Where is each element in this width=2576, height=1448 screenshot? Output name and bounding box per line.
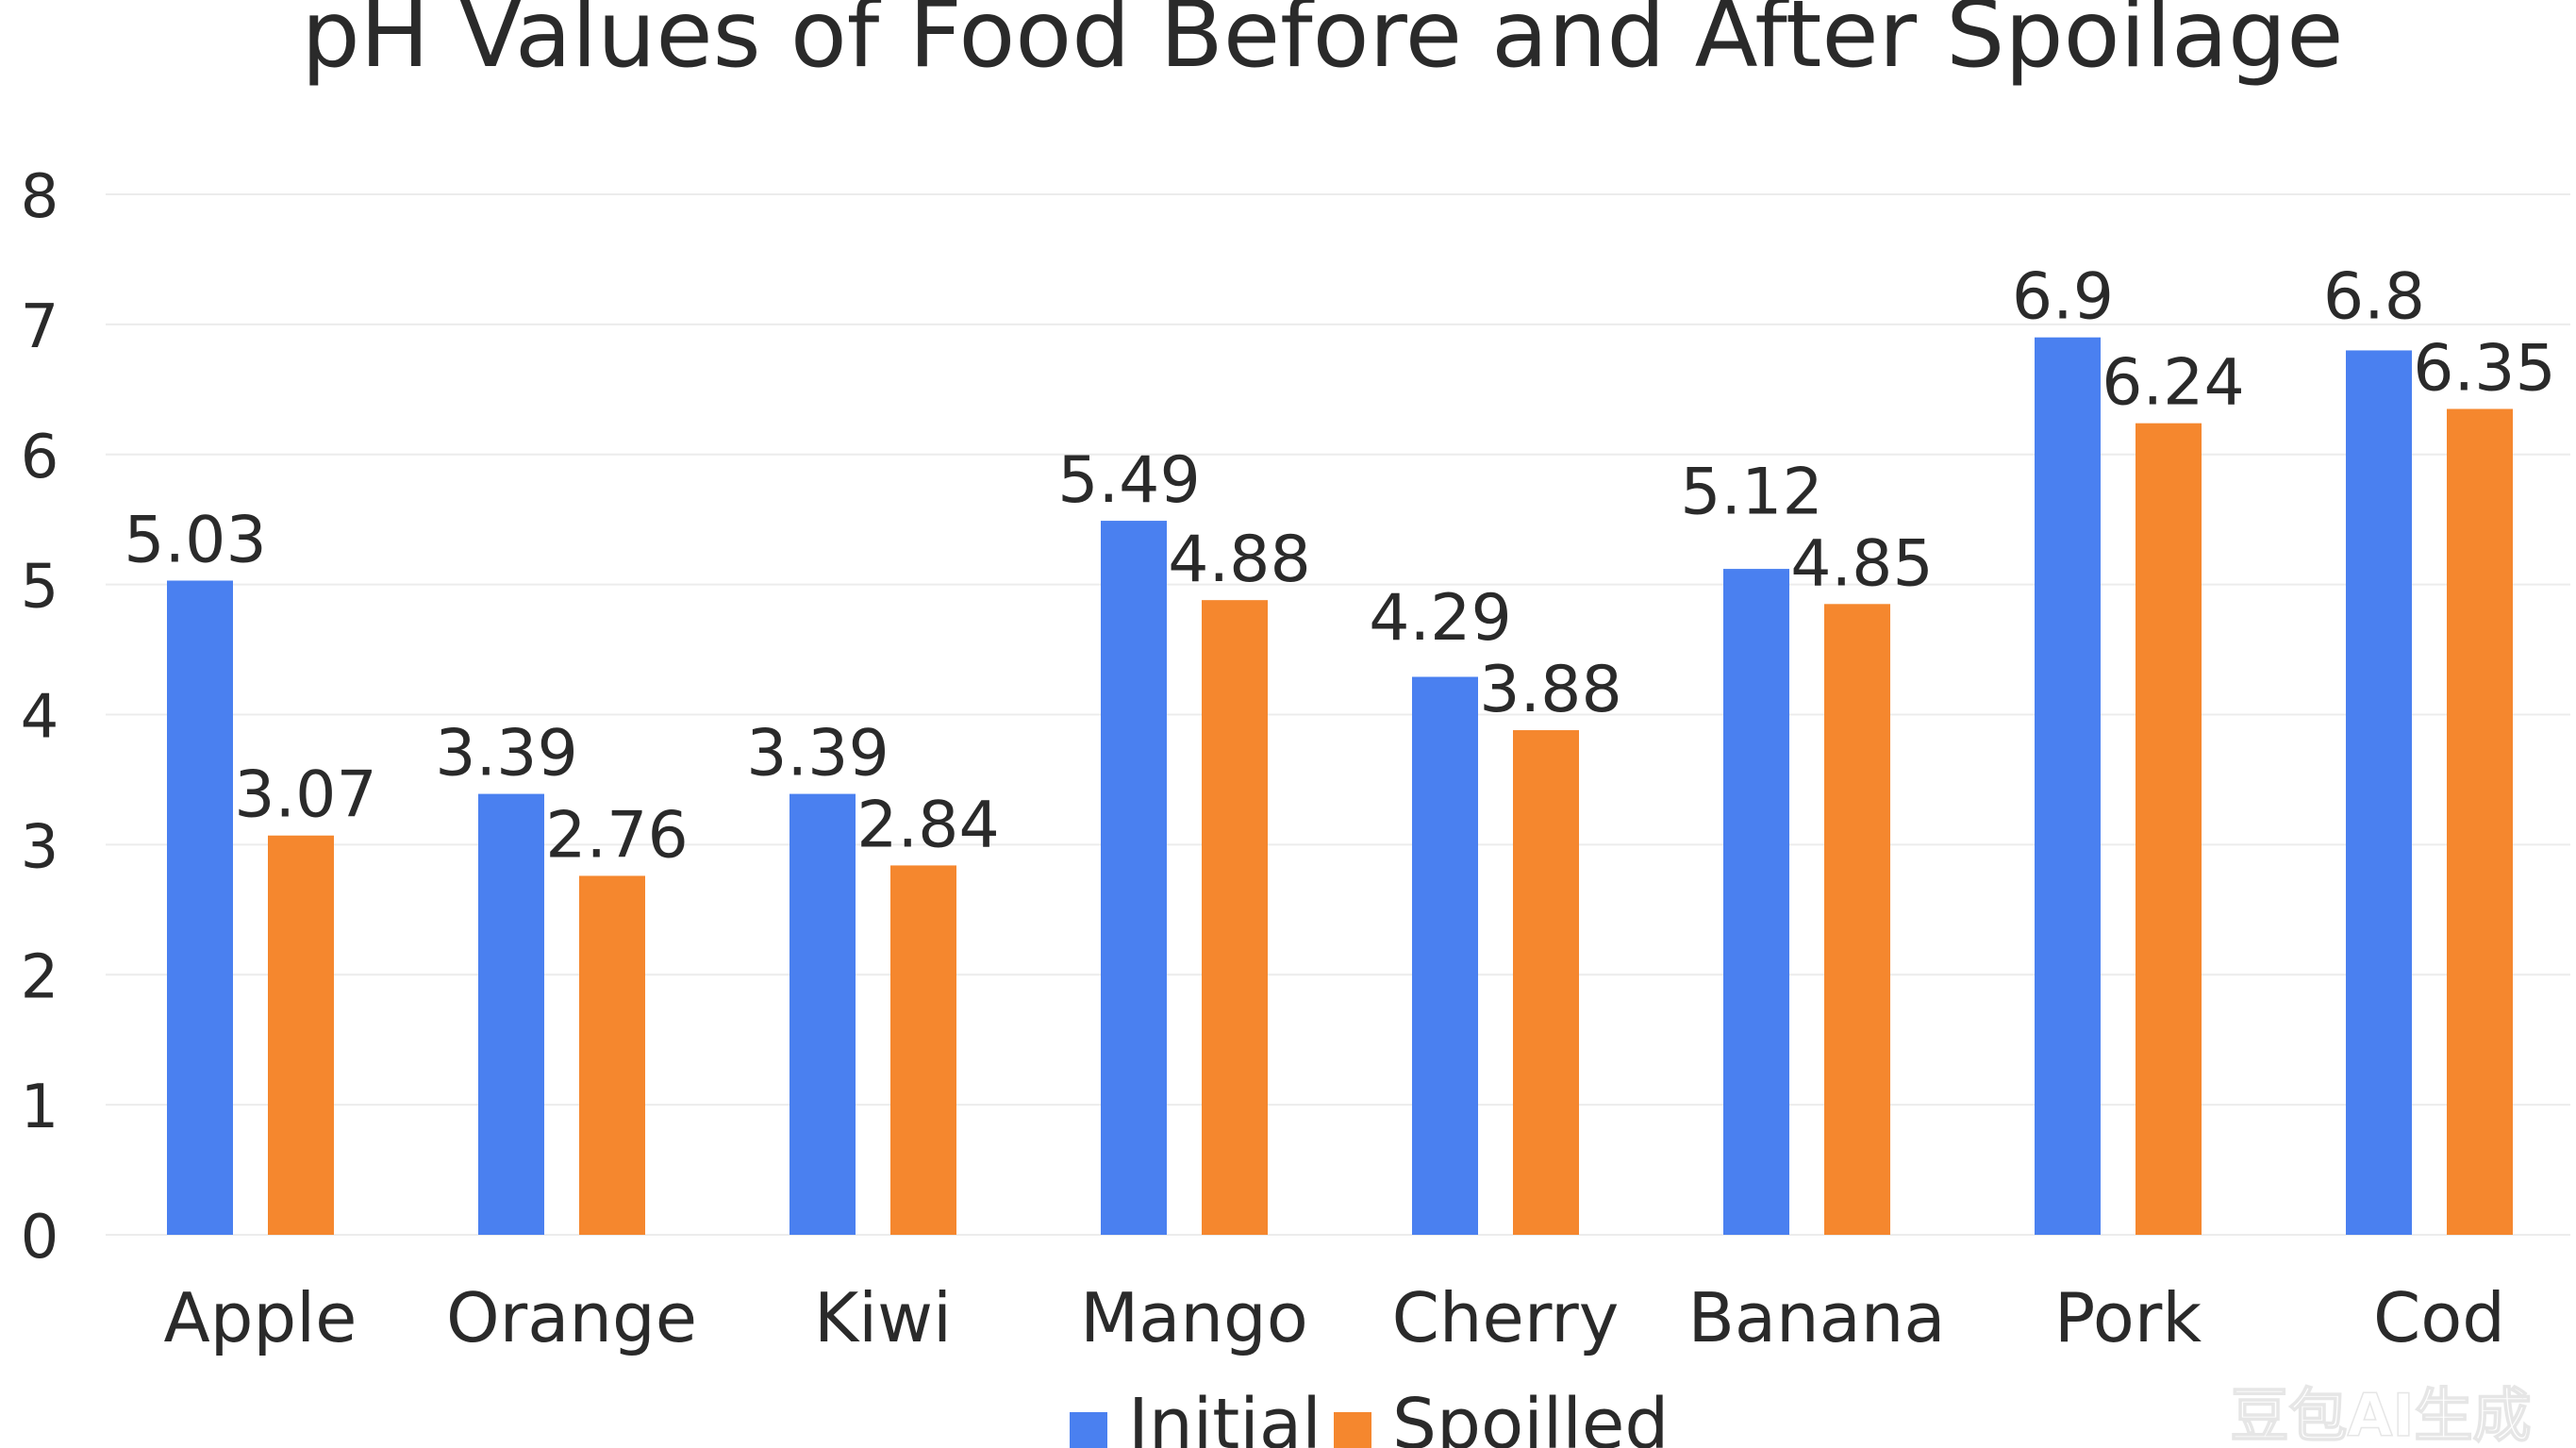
bar-spoilled-cherry xyxy=(1513,730,1579,1235)
bar-initial-cod xyxy=(2346,350,2412,1235)
x-tick-label: Mango xyxy=(1080,1278,1308,1357)
data-label: 6.8 xyxy=(2323,259,2425,334)
data-label: 2.76 xyxy=(545,798,688,873)
x-tick-label: Kiwi xyxy=(814,1278,952,1357)
legend-label-initial: Initial xyxy=(1128,1384,1321,1448)
data-label: 3.39 xyxy=(435,717,577,791)
bar-initial-cherry xyxy=(1412,676,1478,1235)
y-tick-label: 7 xyxy=(21,292,59,362)
data-label: 6.24 xyxy=(2102,346,2244,421)
data-label: 4.85 xyxy=(1790,526,1933,601)
x-tick-label: Apple xyxy=(164,1278,357,1357)
bar-spoilled-banana xyxy=(1824,604,1890,1235)
y-tick-label: 2 xyxy=(21,942,59,1012)
bar-initial-orange xyxy=(478,793,544,1235)
y-tick-label: 6 xyxy=(21,423,59,492)
x-tick-label: Banana xyxy=(1687,1278,1945,1357)
bar-spoilled-pork xyxy=(2136,423,2202,1235)
data-label: 3.07 xyxy=(234,758,376,833)
y-tick-label: 0 xyxy=(21,1203,59,1273)
data-label: 3.39 xyxy=(746,716,889,791)
data-label: 6.35 xyxy=(2413,331,2555,406)
bar-spoilled-cod xyxy=(2447,408,2513,1235)
data-label: 4.88 xyxy=(1168,523,1310,597)
y-tick-label: 3 xyxy=(21,812,59,882)
data-label: 6.9 xyxy=(2012,260,2114,335)
data-label: 4.29 xyxy=(1369,581,1511,656)
bar-spoilled-kiwi xyxy=(890,865,956,1235)
bar-initial-banana xyxy=(1723,569,1789,1235)
x-tick-label: Pork xyxy=(2054,1278,2202,1357)
data-label: 2.84 xyxy=(856,788,999,862)
x-tick-label: Cherry xyxy=(1392,1278,1620,1357)
bar-initial-kiwi xyxy=(789,793,856,1235)
legend-swatch-spoilled xyxy=(1334,1412,1371,1448)
y-tick-label: 8 xyxy=(21,162,59,232)
data-label: 3.88 xyxy=(1479,653,1621,727)
bar-initial-apple xyxy=(167,580,233,1235)
y-tick-label: 1 xyxy=(21,1073,59,1142)
data-label: 5.12 xyxy=(1680,455,1822,529)
data-label: 5.49 xyxy=(1057,443,1200,518)
watermark: 豆包AI生成 xyxy=(2230,1381,2531,1448)
chart-title: pH Values of Food Before and After Spoil… xyxy=(301,0,2343,89)
bar-spoilled-apple xyxy=(268,835,334,1235)
x-tick-label: Orange xyxy=(446,1278,697,1357)
legend-swatch-initial xyxy=(1070,1412,1107,1448)
bar-spoilled-orange xyxy=(579,875,645,1235)
y-tick-label: 5 xyxy=(21,553,59,623)
bar-initial-mango xyxy=(1101,521,1167,1235)
bar-initial-pork xyxy=(2035,337,2101,1236)
y-tick-label: 4 xyxy=(21,683,59,753)
data-label: 5.03 xyxy=(124,503,266,577)
bar-spoilled-mango xyxy=(1202,600,1268,1235)
x-tick-label: Cod xyxy=(2373,1278,2505,1357)
legend-label-spoilled: Spoilled xyxy=(1392,1384,1669,1448)
